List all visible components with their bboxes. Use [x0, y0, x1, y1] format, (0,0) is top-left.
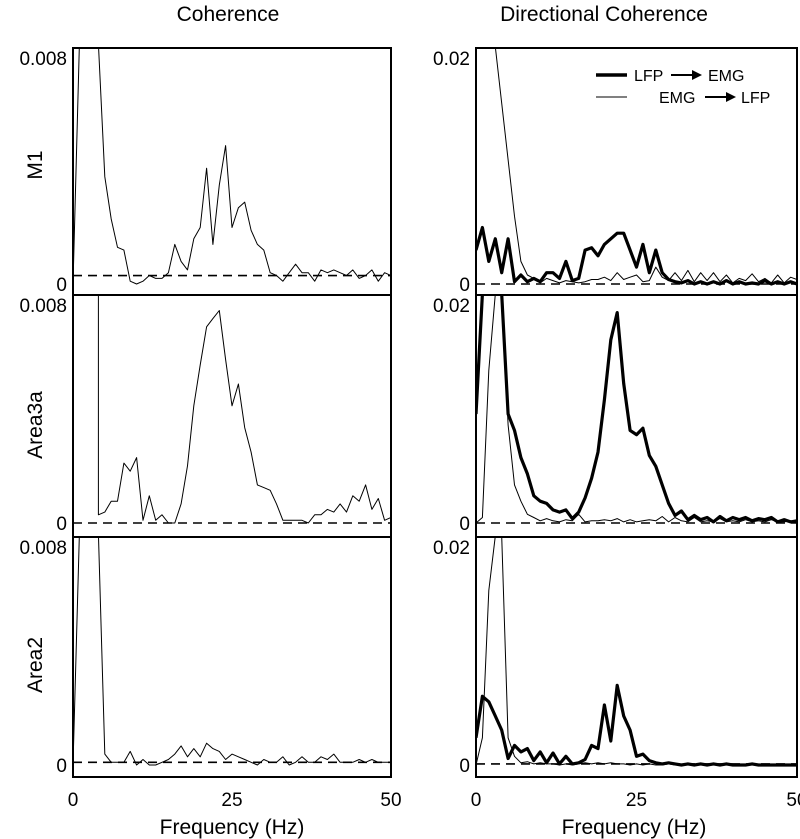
series-line-coherence	[97, 295, 391, 524]
y-tick-label: 0	[459, 756, 470, 777]
x-tick-label: 0	[471, 790, 482, 811]
series-line-coherence	[73, 537, 391, 766]
legend-from-0: LFP	[634, 68, 663, 85]
panel-frame	[72, 294, 392, 538]
y-tick-label: 0.008	[19, 296, 67, 317]
x-tick-label: 25	[221, 790, 242, 811]
row-label-area3a: Area3a	[24, 391, 47, 459]
panel-area3a-directional-coherence: 00.02	[433, 294, 798, 538]
panel-area2-directional-coherence: 0 0.02 0 25 50	[433, 536, 800, 811]
arrow-right-icon	[692, 70, 702, 80]
legend: LFP EMG EMG LFP	[596, 68, 770, 107]
x-tick-label: 25	[626, 790, 647, 811]
y-tick-label: 0	[56, 756, 67, 777]
x-axis-label-right: Frequency (Hz)	[562, 816, 707, 839]
y-tick-label: 0	[56, 275, 67, 296]
column-title-coherence: Coherence	[177, 3, 280, 26]
panel-m1-coherence: 0 0.008	[19, 47, 392, 296]
arrow-right-icon	[726, 92, 736, 102]
panel-area2-coherence: 0 0.008 0 25 50	[19, 536, 402, 811]
x-axis-label-left: Frequency (Hz)	[160, 816, 305, 839]
series-line-lfp-to-emg	[476, 683, 797, 767]
y-tick-label: 0.008	[19, 538, 67, 559]
panel-m1-directional-coherence: 00.02	[433, 47, 798, 296]
y-tick-label: 0.02	[433, 296, 470, 317]
series-line-emg-to-lfp	[476, 537, 797, 766]
y-tick-label: 0.02	[433, 49, 470, 70]
series-line-lfp-to-emg	[476, 225, 797, 286]
panel-frame	[72, 47, 392, 296]
y-tick-label: 0.02	[433, 538, 470, 559]
row-label-area2: Area2	[24, 637, 47, 693]
panel-frame	[475, 294, 798, 538]
legend-from-1: EMG	[659, 90, 695, 107]
y-tick-label: 0.008	[19, 49, 67, 70]
y-tick-label: 0	[459, 514, 470, 535]
x-axis-labels: Frequency (Hz) Frequency (Hz)	[160, 816, 707, 839]
legend-to-0: EMG	[708, 68, 744, 85]
x-tick-label: 0	[68, 790, 79, 811]
row-labels: M1 Area3a Area2	[24, 150, 47, 693]
x-tick-label: 50	[380, 790, 401, 811]
y-tick-label: 0	[459, 275, 470, 296]
panel-frame	[475, 47, 798, 296]
row-label-m1: M1	[24, 150, 47, 179]
y-tick-label: 0	[56, 514, 67, 535]
series-line-emg-to-lfp	[494, 48, 797, 284]
series-line-lfp-to-emg	[476, 295, 797, 524]
panel-frame	[475, 536, 798, 778]
x-tick-label: 50	[786, 790, 800, 811]
series-line-emg-to-lfp	[476, 295, 797, 524]
panel-area3a-coherence: 0 0.008	[19, 294, 392, 538]
series-line-coherence	[73, 48, 391, 285]
legend-to-1: LFP	[741, 90, 770, 107]
column-title-directional-coherence: Directional Coherence	[500, 3, 708, 26]
panel-frame	[72, 536, 392, 778]
